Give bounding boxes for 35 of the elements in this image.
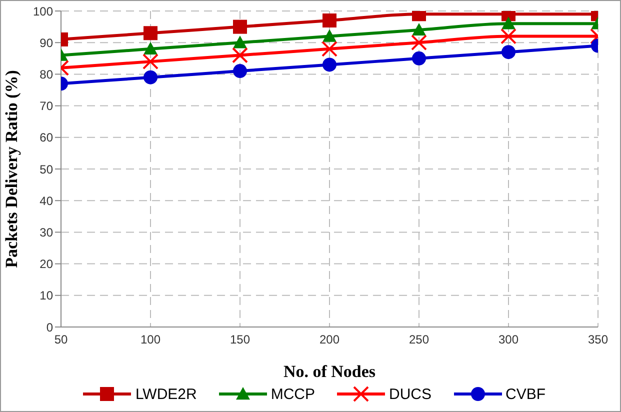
- x-tick-label: 250: [408, 332, 430, 347]
- point: [411, 34, 427, 51]
- y-tick-label: 100: [32, 4, 54, 18]
- x-axis-title: No. of Nodes: [283, 362, 376, 381]
- y-tick-label: 70: [40, 99, 54, 114]
- y-tick-label: 10: [40, 288, 54, 303]
- x-tick-label: 150: [230, 332, 250, 347]
- x-tick-label: 50: [54, 332, 68, 347]
- legend-label: LWDE2R: [134, 385, 197, 403]
- y-tick-label: 80: [40, 67, 54, 82]
- x-tick-label: 300: [498, 332, 519, 347]
- legend-label: CVBF: [504, 385, 546, 403]
- x-tick-label: 350: [588, 332, 608, 347]
- y-tick-label: 20: [40, 257, 54, 272]
- point: [322, 29, 336, 42]
- y-tick-label: 60: [40, 130, 54, 145]
- point: [412, 22, 426, 36]
- point: [412, 51, 426, 66]
- point: [233, 64, 247, 78]
- x-tick-label: 100: [140, 332, 161, 347]
- legend-label: MCCP: [270, 385, 316, 403]
- y-tick-label: 0: [46, 320, 54, 334]
- y-tick-label: 30: [40, 225, 54, 240]
- y-tick-label: 90: [40, 36, 54, 50]
- point: [322, 13, 336, 28]
- x-tick-label: 200: [319, 332, 340, 347]
- point: [233, 36, 247, 48]
- point: [232, 47, 248, 64]
- point: [322, 58, 336, 72]
- point: [322, 40, 338, 57]
- y-axis-title: Packets Delivery Ratio (%): [2, 70, 22, 268]
- point: [233, 20, 247, 34]
- y-tick-label: 40: [40, 194, 54, 208]
- legend-label: DUCS: [388, 385, 432, 403]
- y-tick-label: 50: [40, 162, 54, 176]
